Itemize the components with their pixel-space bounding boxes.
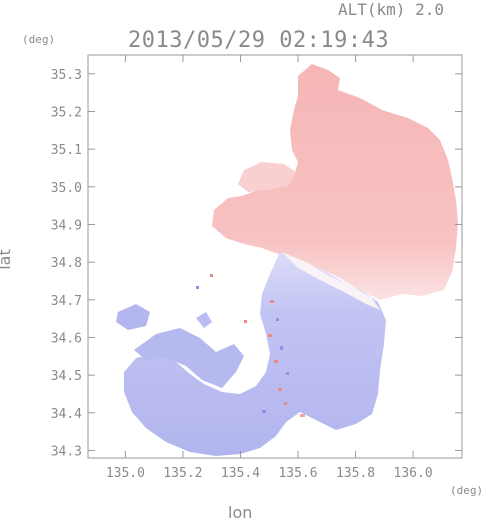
y-tick-label: 34.4	[51, 407, 82, 422]
x-axis-ticks: 135.0 135.2 135.4 135.6 135.8 136.0	[106, 55, 433, 481]
altitude-label: ALT(km) 2.0	[338, 0, 444, 19]
x-axis-label: lon	[228, 503, 253, 522]
zero-velocity-band	[282, 252, 380, 310]
y-tick-label: 34.7	[51, 294, 82, 309]
y-tick-label: 35.3	[51, 68, 82, 83]
negative-velocity-region	[124, 252, 386, 456]
negative-patch-sw	[134, 328, 244, 388]
x-tick-label: 135.4	[221, 466, 260, 481]
echo-regions	[116, 64, 458, 456]
y-tick-label: 34.9	[51, 218, 82, 233]
y-tick-label: 34.5	[51, 369, 82, 384]
y-tick-label: 35.1	[51, 143, 82, 158]
x-tick-label: 136.0	[394, 466, 433, 481]
x-tick-label: 135.6	[278, 466, 317, 481]
negative-patch-small	[196, 312, 212, 328]
y-tick-label: 34.3	[51, 444, 82, 459]
negative-patch-west	[116, 304, 150, 330]
x-tick-label: 135.0	[106, 466, 145, 481]
x-axis-unit: (deg)	[450, 484, 484, 497]
positive-arm-region	[238, 162, 296, 192]
y-axis-unit: (deg)	[22, 33, 56, 46]
y-tick-label: 34.6	[51, 331, 82, 346]
plot-frame	[87, 54, 463, 459]
y-tick-label: 35.2	[51, 105, 82, 120]
positive-velocity-region	[212, 64, 458, 300]
clutter-speckles	[196, 274, 305, 417]
x-tick-label: 135.8	[336, 466, 375, 481]
y-tick-label: 35.0	[51, 181, 82, 196]
y-tick-label: 34.8	[51, 256, 82, 271]
timestamp-title: 2013/05/29 02:19:43	[128, 28, 390, 53]
y-axis-ticks: 34.3 34.4 34.5 34.6 34.7 34.8 34.9 35.0 35.1 35.2…	[51, 68, 462, 459]
x-tick-label: 135.2	[163, 466, 202, 481]
